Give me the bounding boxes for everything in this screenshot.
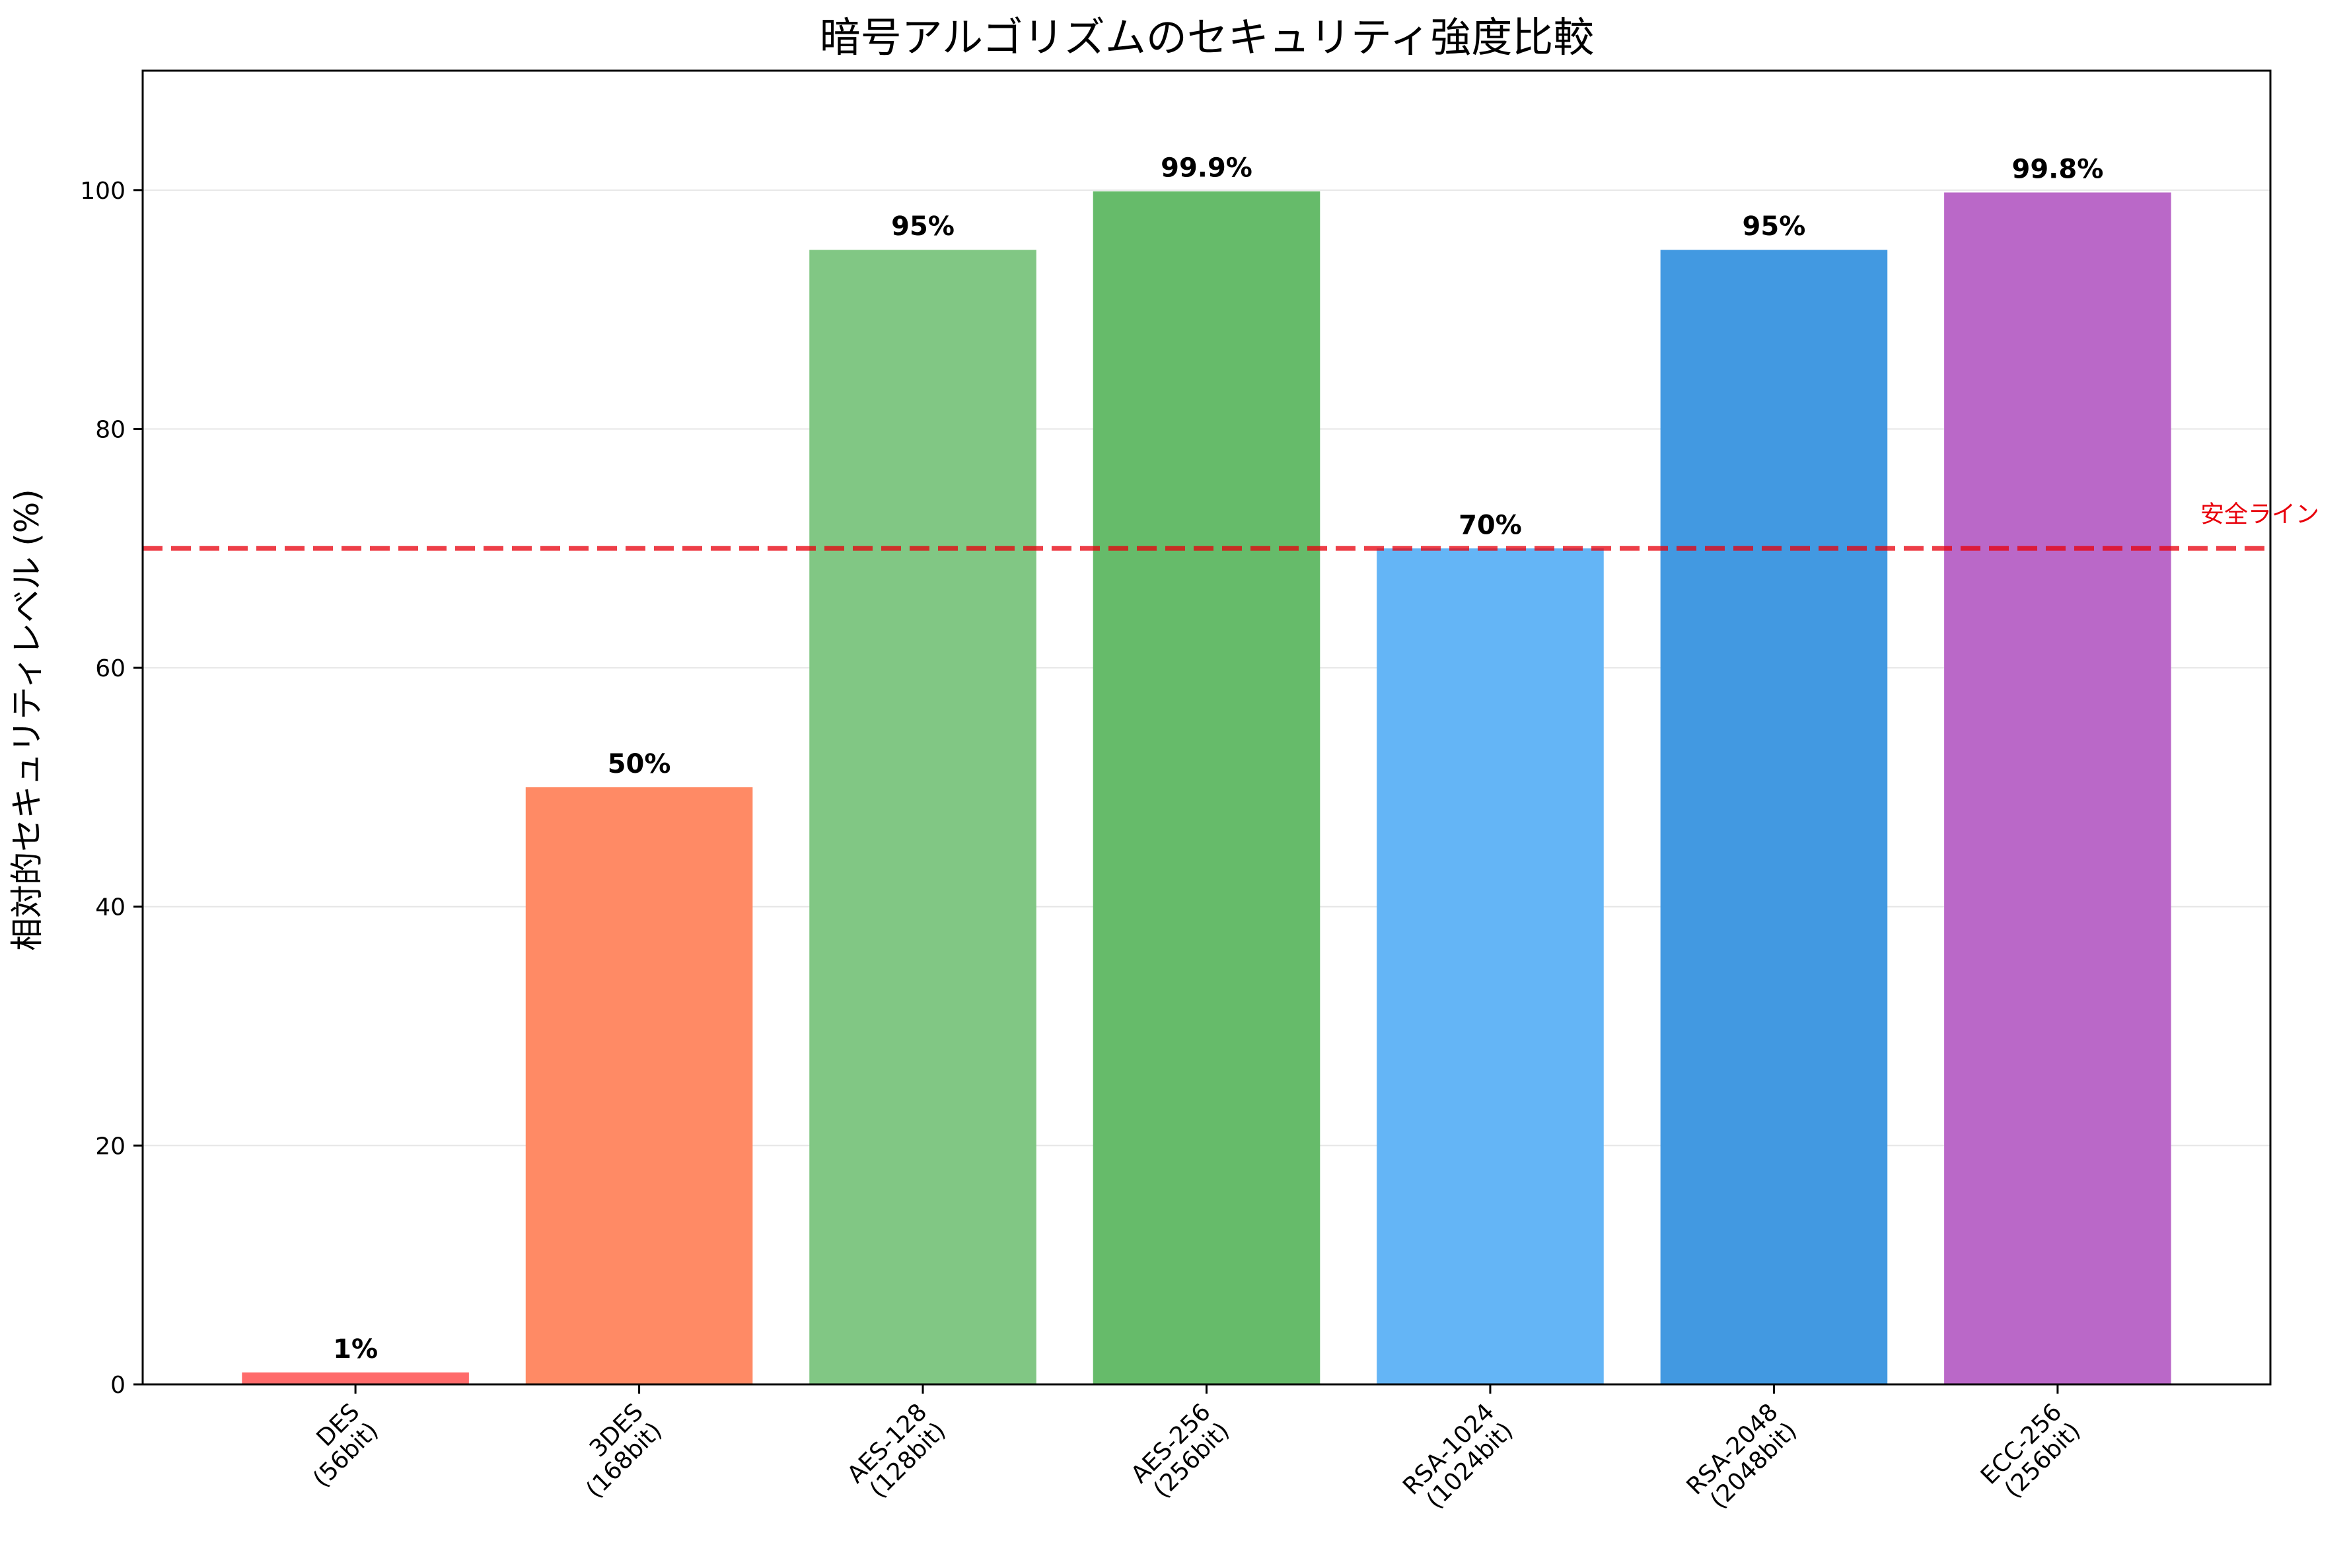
x-tick-label: 3DES(168bit) xyxy=(581,1398,668,1503)
bar xyxy=(1093,191,1320,1385)
chart-title: 暗号アルゴリズムのセキュリティ強度比較 xyxy=(820,13,1594,61)
reference-line-group: 安全ライン xyxy=(143,501,2319,551)
data-label: 99.8% xyxy=(2012,154,2104,184)
bars xyxy=(242,191,2171,1385)
bar xyxy=(1660,250,1888,1384)
y-axis-label: 相対的セキュリティレベル (%) xyxy=(8,489,46,950)
data-labels: 1% 50% 95% 99.9% 70% 95% 99.8% xyxy=(333,153,2103,1365)
y-tick-label: 80 xyxy=(95,416,126,443)
safety-line-label: 安全ライン xyxy=(2200,501,2319,528)
y-tick-label: 40 xyxy=(95,894,126,921)
x-tick-label: RSA-1024(1024bit) xyxy=(1398,1398,1518,1514)
bar xyxy=(1377,548,1604,1384)
data-label: 1% xyxy=(333,1334,378,1365)
x-tick-label: AES-256(256bit) xyxy=(1126,1398,1235,1503)
y-tick-label: 60 xyxy=(95,655,126,682)
bar xyxy=(1944,192,2171,1384)
x-tick-label: AES-128(128bit) xyxy=(842,1398,951,1503)
y-tick-label: 100 xyxy=(80,178,126,205)
bar xyxy=(809,250,1036,1384)
data-label: 95% xyxy=(891,211,955,242)
data-label: 99.9% xyxy=(1161,153,1252,184)
y-tick-label: 0 xyxy=(110,1372,126,1399)
x-tick-label: RSA-2048(2048bit) xyxy=(1682,1398,1802,1514)
data-label: 50% xyxy=(608,749,671,779)
x-tick-label: DES(56bit) xyxy=(308,1398,383,1493)
bar xyxy=(525,787,753,1384)
x-tick-label: ECC-256(256bit) xyxy=(1976,1398,2086,1503)
data-label: 70% xyxy=(1459,510,1522,540)
bar xyxy=(242,1372,469,1384)
axes xyxy=(133,69,2272,1394)
y-tick-label: 20 xyxy=(95,1133,126,1160)
data-label: 95% xyxy=(1743,211,1806,242)
